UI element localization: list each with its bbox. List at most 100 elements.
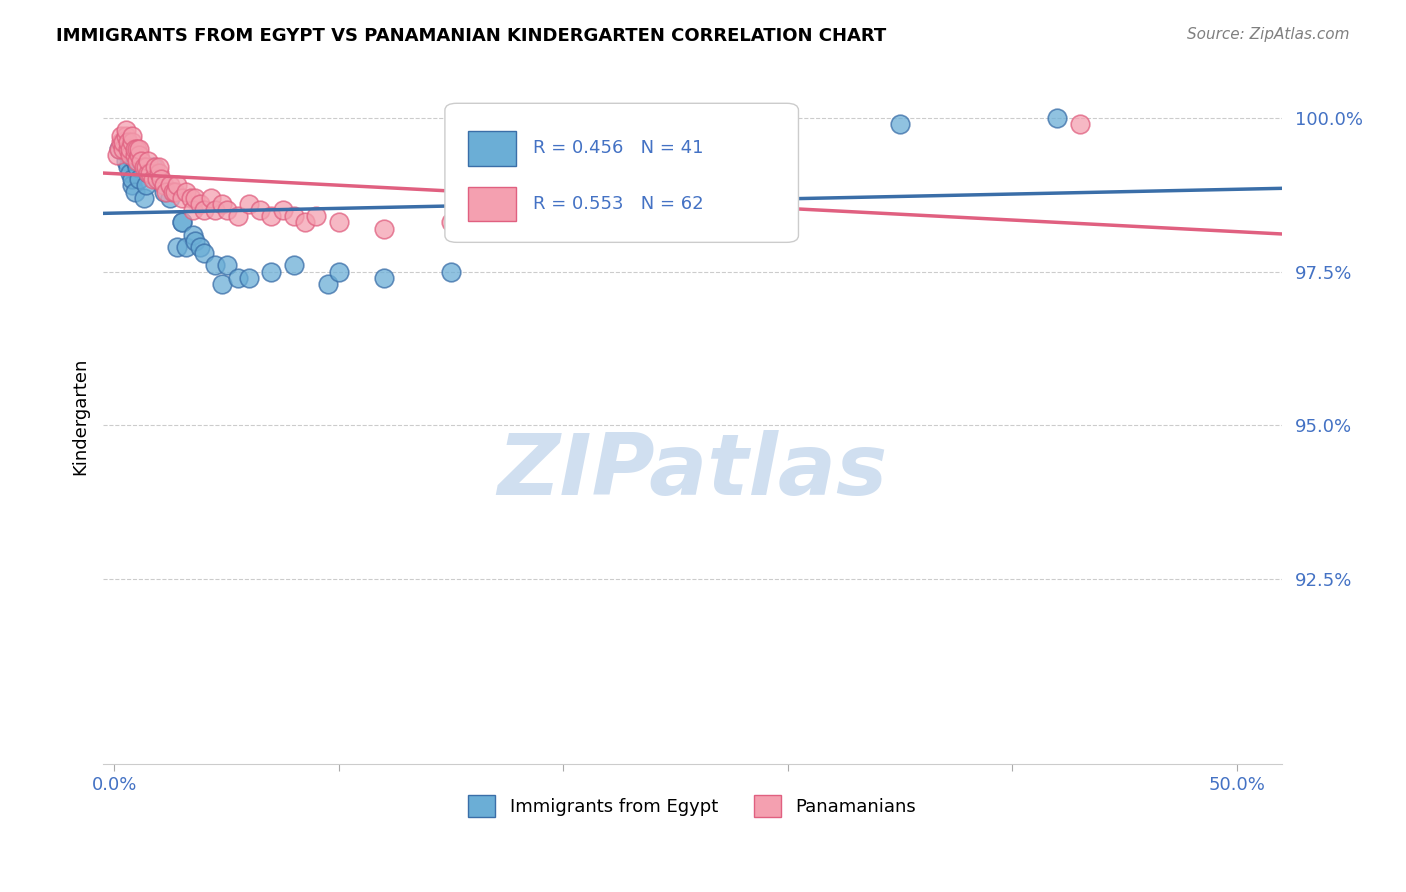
Point (125, 153, 148, 168)
Point (188, 197, 211, 211)
Point (889, 117, 911, 131)
Point (181, 227, 204, 242)
Point (105, 147, 128, 161)
Y-axis label: Kindergarten: Kindergarten (72, 358, 89, 475)
Point (128, 141, 150, 155)
Point (283, 209, 305, 223)
Point (181, 202, 204, 217)
Point (124, 147, 146, 161)
Point (112, 136, 135, 150)
Point (132, 191, 155, 205)
Point (136, 160, 159, 174)
Point (129, 153, 152, 168)
Point (128, 147, 150, 161)
Point (249, 202, 271, 217)
Point (174, 240, 197, 254)
Point (143, 160, 166, 174)
Point (188, 240, 211, 254)
Point (114, 129, 136, 144)
Text: R = 0.553   N = 62: R = 0.553 N = 62 (533, 195, 704, 213)
Point (184, 191, 207, 205)
Point (305, 209, 328, 223)
Point (211, 197, 233, 211)
Point (117, 147, 139, 161)
Point (150, 172, 173, 186)
Point (146, 172, 169, 186)
Point (152, 185, 174, 199)
Point (170, 215, 193, 229)
Point (373, 221, 395, 235)
Point (328, 264, 350, 278)
Point (148, 160, 170, 174)
Point (440, 264, 463, 278)
Bar (468, 131, 516, 166)
Point (125, 160, 148, 174)
Point (110, 129, 132, 144)
Point (170, 191, 193, 205)
Point (148, 166, 170, 180)
Text: IMMIGRANTS FROM EGYPT VS PANAMANIAN KINDERGARTEN CORRELATION CHART: IMMIGRANTS FROM EGYPT VS PANAMANIAN KIND… (56, 27, 887, 45)
Point (117, 160, 139, 174)
Point (141, 172, 163, 186)
Text: Source: ZipAtlas.com: Source: ZipAtlas.com (1187, 27, 1350, 42)
Point (163, 185, 186, 199)
Point (112, 136, 135, 150)
Point (148, 172, 170, 186)
Point (283, 259, 305, 273)
Point (136, 166, 159, 180)
Point (136, 166, 159, 180)
Point (440, 215, 463, 229)
Point (294, 215, 316, 229)
Point (215, 259, 238, 273)
Point (128, 172, 150, 186)
Point (108, 141, 131, 155)
Point (166, 178, 188, 193)
Point (211, 277, 233, 291)
Point (200, 191, 222, 205)
Point (316, 277, 339, 291)
Point (117, 141, 139, 155)
Point (1069, 117, 1091, 131)
Point (215, 202, 238, 217)
Point (193, 246, 215, 260)
Point (120, 166, 142, 180)
Bar (468, 186, 516, 221)
Legend: Immigrants from Egypt, Panamanians: Immigrants from Egypt, Panamanians (461, 788, 924, 824)
Point (162, 185, 184, 199)
Point (271, 202, 294, 217)
Text: R = 0.456   N = 41: R = 0.456 N = 41 (533, 139, 704, 158)
Point (180, 191, 202, 205)
Point (260, 264, 283, 278)
Point (124, 185, 146, 199)
Point (108, 141, 131, 155)
Point (184, 234, 207, 248)
Point (125, 141, 148, 155)
Point (204, 259, 226, 273)
Point (328, 215, 350, 229)
Point (373, 270, 395, 285)
Point (174, 185, 197, 199)
Point (238, 197, 260, 211)
Point (226, 209, 249, 223)
Point (193, 202, 215, 217)
Point (124, 153, 146, 168)
Point (170, 215, 193, 229)
Point (121, 129, 143, 144)
Point (121, 178, 143, 193)
Point (136, 153, 159, 168)
Point (124, 141, 146, 155)
Point (120, 141, 142, 155)
Point (132, 160, 155, 174)
Point (114, 153, 136, 168)
Point (112, 141, 135, 155)
Point (114, 123, 136, 137)
Point (121, 136, 143, 150)
Point (141, 160, 163, 174)
Point (159, 178, 181, 193)
Point (110, 136, 132, 150)
Point (159, 191, 181, 205)
Point (135, 178, 157, 193)
Point (553, 202, 575, 217)
Point (226, 270, 249, 285)
Point (139, 166, 162, 180)
